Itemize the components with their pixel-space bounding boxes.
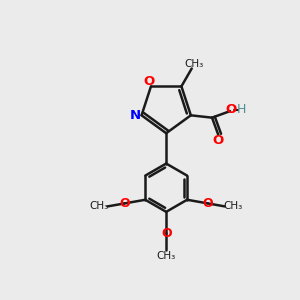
Text: H: H xyxy=(236,103,246,116)
Text: O: O xyxy=(203,197,213,210)
Text: N: N xyxy=(130,110,141,122)
Text: CH₃: CH₃ xyxy=(89,201,108,212)
Text: CH₃: CH₃ xyxy=(224,201,243,212)
Text: CH₃: CH₃ xyxy=(157,251,176,261)
Text: O: O xyxy=(213,134,224,147)
Text: O: O xyxy=(143,74,154,88)
Text: O: O xyxy=(161,226,172,239)
Text: CH₃: CH₃ xyxy=(184,59,203,69)
Text: O: O xyxy=(225,103,236,116)
Text: O: O xyxy=(119,197,130,210)
